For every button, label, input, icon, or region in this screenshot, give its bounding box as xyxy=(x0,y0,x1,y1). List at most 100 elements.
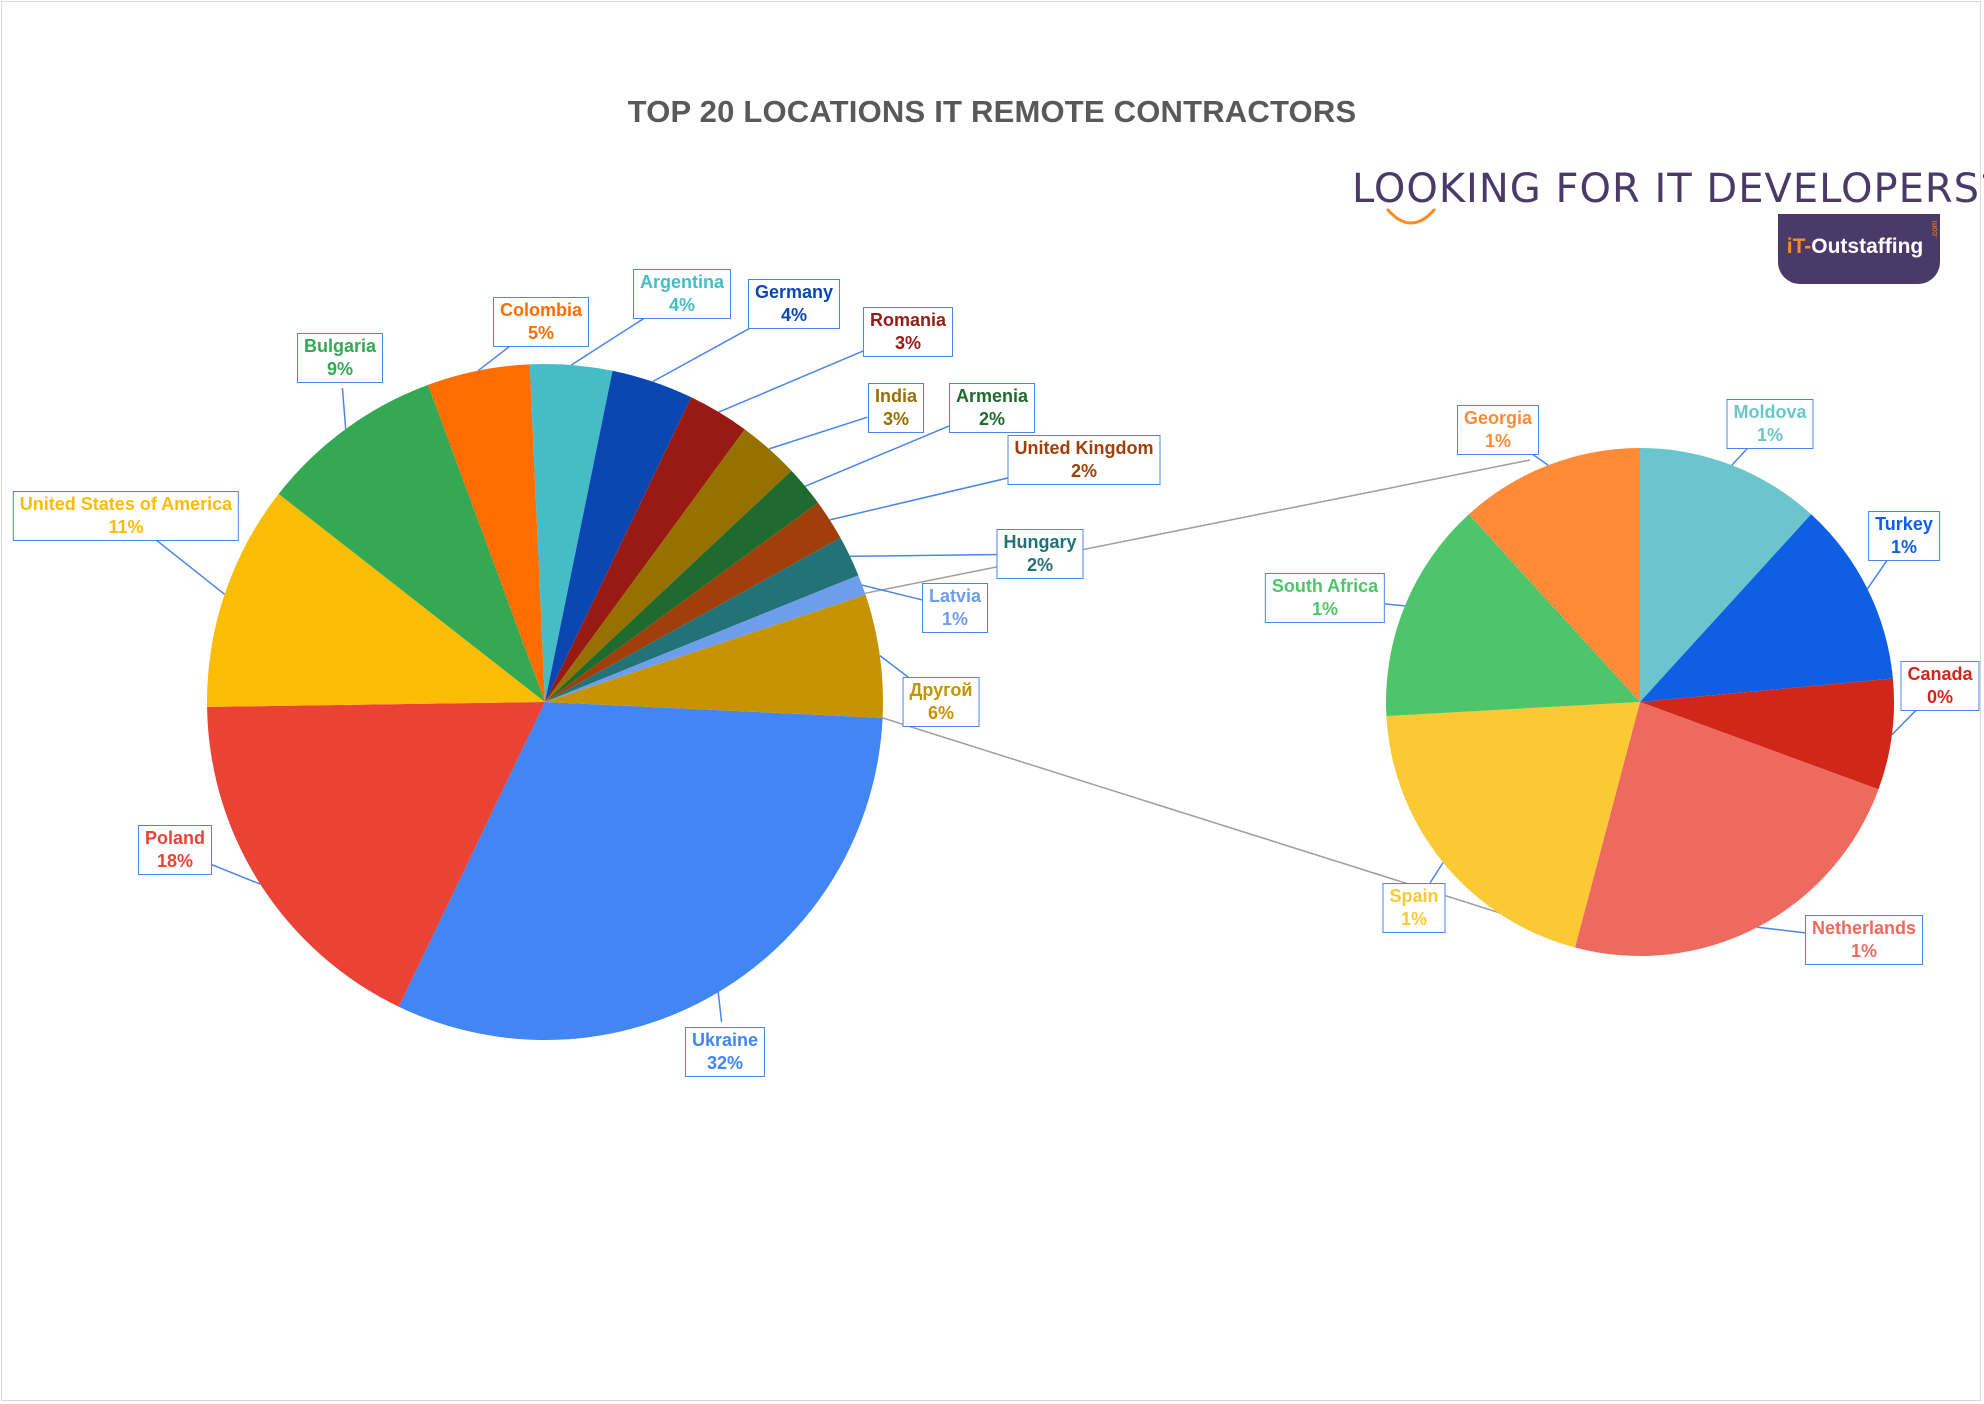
main-label-value: 32% xyxy=(706,1053,744,1073)
chart-title: TOP 20 LOCATIONS IT REMOTE CONTRACTORS xyxy=(627,94,1357,129)
main-label-bulgaria: Bulgaria 9% xyxy=(296,333,384,383)
main-label-name: Germany xyxy=(754,282,834,302)
main-label-name: Romania xyxy=(869,310,947,330)
main-leader-armenia xyxy=(804,418,965,487)
main-label-value: 3% xyxy=(882,409,910,429)
main-slice-ukraine xyxy=(398,702,883,1040)
main-label-name: Colombia xyxy=(499,300,583,320)
main-label-value: 4% xyxy=(780,305,808,325)
secondary-label-name: Moldova xyxy=(1733,402,1807,422)
main-label-name: Hungary xyxy=(1003,532,1077,552)
secondary-label-name: Spain xyxy=(1389,886,1439,906)
secondary-label-value: 0% xyxy=(1926,687,1953,707)
secondary-label-value: 1% xyxy=(1890,537,1918,557)
main-label-latvia: Latvia 1% xyxy=(921,583,989,633)
main-label-hungary: Hungary 2% xyxy=(996,529,1084,579)
secondary-label-name: Turkey xyxy=(1875,514,1933,534)
main-label-romania: Romania 3% xyxy=(862,307,954,357)
main-label-name: Argentina xyxy=(639,272,725,292)
main-leader-united-states-of-america xyxy=(149,534,226,595)
main-leader-india xyxy=(768,416,868,450)
main-label-name: Poland xyxy=(144,828,206,848)
main-leader-latvia xyxy=(861,584,927,602)
secondary-label-georgia: Georgia 1% xyxy=(1456,405,1540,455)
main-leader-argentina xyxy=(570,309,658,366)
main-label-value: 11% xyxy=(108,517,144,537)
main-label-value: 6% xyxy=(927,703,955,723)
secondary-leader-turkey xyxy=(1866,560,1888,590)
secondary-label-south-africa: South Africa 1% xyxy=(1264,573,1386,623)
main-label-name: Ukraine xyxy=(691,1030,759,1050)
secondary-label-name: Netherlands xyxy=(1811,918,1917,938)
secondary-leader-canada xyxy=(1891,706,1920,736)
main-label-other: Другой 6% xyxy=(902,677,980,727)
main-leader-romania xyxy=(718,343,881,413)
secondary-slice-spain xyxy=(1386,702,1640,948)
secondary-slice-canada xyxy=(1640,678,1895,790)
main-label-united-states-of-america: United States of America 11% xyxy=(12,491,240,541)
main-slice-armenia xyxy=(545,470,819,702)
main-label-ukraine: Ukraine 32% xyxy=(684,1027,766,1077)
brand-smile-icon xyxy=(1386,208,1436,225)
secondary-label-name: Canada xyxy=(1907,664,1973,684)
main-leader-ukraine xyxy=(717,992,723,1023)
main-slice-poland xyxy=(207,702,546,1007)
main-label-value: 9% xyxy=(326,359,353,379)
main-label-value: 3% xyxy=(894,333,921,353)
secondary-label-moldova: Moldova 1% xyxy=(1726,399,1814,449)
main-label-value: 1% xyxy=(941,609,968,629)
main-label-name: Другой xyxy=(909,680,973,700)
main-slice-argentina xyxy=(529,364,613,702)
main-label-armenia: Armenia 2% xyxy=(948,383,1036,433)
main-leader-poland xyxy=(202,860,261,885)
secondary-label-spain: Spain 1% xyxy=(1382,883,1446,933)
secondary-label-value: 1% xyxy=(1756,425,1784,445)
main-slice-other xyxy=(545,594,883,718)
main-slice-latvia xyxy=(545,575,866,702)
secondary-label-value: 1% xyxy=(1400,909,1428,929)
main-label-value: 2% xyxy=(1026,555,1054,575)
connector-line-top xyxy=(864,459,1531,595)
main-slice-romania xyxy=(545,397,745,702)
main-label-germany: Germany 4% xyxy=(747,279,841,329)
main-slice-hungary xyxy=(545,537,859,702)
secondary-leader-spain xyxy=(1429,862,1444,884)
main-label-value: 2% xyxy=(1070,461,1098,481)
secondary-label-value: 1% xyxy=(1311,599,1338,619)
main-slice-united-kingdom xyxy=(545,502,841,702)
main-label-name: United Kingdom xyxy=(1014,438,1154,458)
secondary-label-canada: Canada 0% xyxy=(1900,661,1980,711)
main-label-value: 2% xyxy=(978,409,1005,429)
main-label-poland: Poland 18% xyxy=(137,825,213,875)
main-label-value: 18% xyxy=(156,851,194,871)
main-label-argentina: Argentina 4% xyxy=(632,269,732,319)
main-slice-united-states-of-america xyxy=(207,493,545,707)
brand-name-main: Outstaffing xyxy=(1811,235,1924,258)
brand-name-prefix: iT- xyxy=(1786,235,1812,258)
main-label-value: 5% xyxy=(527,323,555,343)
secondary-label-name: South Africa xyxy=(1271,576,1379,596)
main-leader-bulgaria xyxy=(341,387,347,430)
secondary-slice-turkey xyxy=(1640,514,1893,702)
main-label-value: 4% xyxy=(668,295,696,315)
main-label-name: Latvia xyxy=(928,586,982,606)
main-slice-colombia xyxy=(428,364,545,702)
main-label-colombia: Colombia 5% xyxy=(492,297,590,347)
brand-badge xyxy=(1778,214,1940,284)
main-label-name: Bulgaria xyxy=(303,336,377,356)
brand-name: iT-Outstaffing xyxy=(1780,235,1930,259)
secondary-slice-georgia xyxy=(1468,448,1640,702)
main-label-united-kingdom: United Kingdom 2% xyxy=(1007,435,1161,485)
secondary-label-name: Georgia xyxy=(1463,408,1533,428)
secondary-slice-netherlands xyxy=(1575,702,1879,957)
secondary-label-turkey: Turkey 1% xyxy=(1868,511,1940,561)
main-label-name: United States of America xyxy=(19,494,233,514)
main-pie xyxy=(207,364,883,1040)
secondary-label-value: 1% xyxy=(1484,431,1511,451)
secondary-label-value: 1% xyxy=(1850,941,1877,961)
secondary-slice-south-africa xyxy=(1385,514,1640,717)
main-label-name: Armenia xyxy=(955,386,1029,406)
secondary-leader-moldova xyxy=(1731,445,1751,466)
secondary-slice-moldova xyxy=(1640,448,1812,702)
